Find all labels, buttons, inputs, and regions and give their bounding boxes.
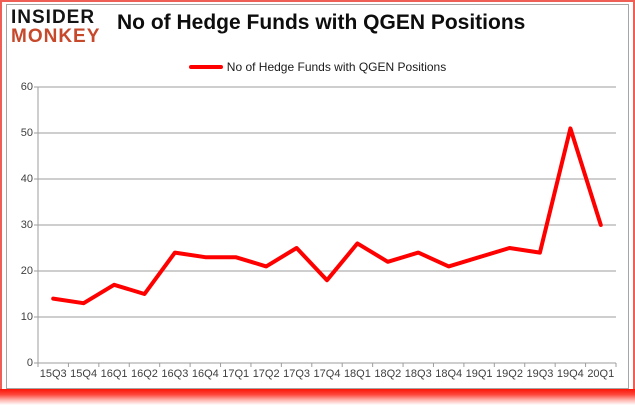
logo-insider-text: INSIDER [11,7,96,28]
y-tick-label: 0 [26,357,33,369]
x-tick-label: 19Q1 [465,368,493,380]
x-tick-label: 16Q2 [131,368,158,380]
logo-monkey-text: MONKEY [11,26,101,47]
x-tick-label: 17Q4 [313,368,341,380]
legend-series-label: No of Hedge Funds with QGEN Positions [226,60,447,74]
insider-monkey-logo: INSIDER MONKEY [11,8,100,46]
y-tick-label: 10 [20,311,33,323]
y-tick-label: 40 [20,173,33,185]
frame-bottom-glow [0,389,635,405]
x-tick-label: 15Q4 [70,368,98,380]
x-tick-label: 15Q3 [39,368,67,380]
chart-card: INSIDER MONKEY No of Hedge Funds with QG… [6,4,629,389]
x-tick-label: 16Q1 [100,368,128,380]
y-tick-label: 50 [20,127,33,139]
x-tick-label: 16Q3 [161,368,189,380]
x-tick-label: 19Q4 [556,368,584,380]
x-tick-label: 17Q3 [283,368,311,380]
x-tick-label: 18Q2 [374,368,402,380]
x-tick-label: 19Q2 [496,368,523,380]
y-tick-label: 20 [20,265,33,277]
chart-title: No of Hedge Funds with QGEN Positions [117,11,526,34]
legend-line-swatch [188,65,223,69]
y-tick-label: 30 [20,219,33,231]
x-tick-label: 18Q3 [404,368,432,380]
x-tick-label: 17Q2 [252,368,280,380]
x-tick-label: 16Q4 [191,368,219,380]
x-tick-label: 18Q4 [435,368,463,380]
frame-left-border [0,0,2,405]
x-tick-label: 17Q1 [222,368,250,380]
x-tick-label: 19Q3 [526,368,554,380]
x-tick-label: 18Q1 [343,368,371,380]
y-tick-label: 60 [20,81,33,93]
x-tick-label: 20Q1 [587,368,615,380]
frame-top-border [0,0,635,2]
line-chart-svg [34,86,617,367]
chart-legend: No of Hedge Funds with QGEN Positions [7,60,628,74]
frame-right-border [633,0,635,405]
